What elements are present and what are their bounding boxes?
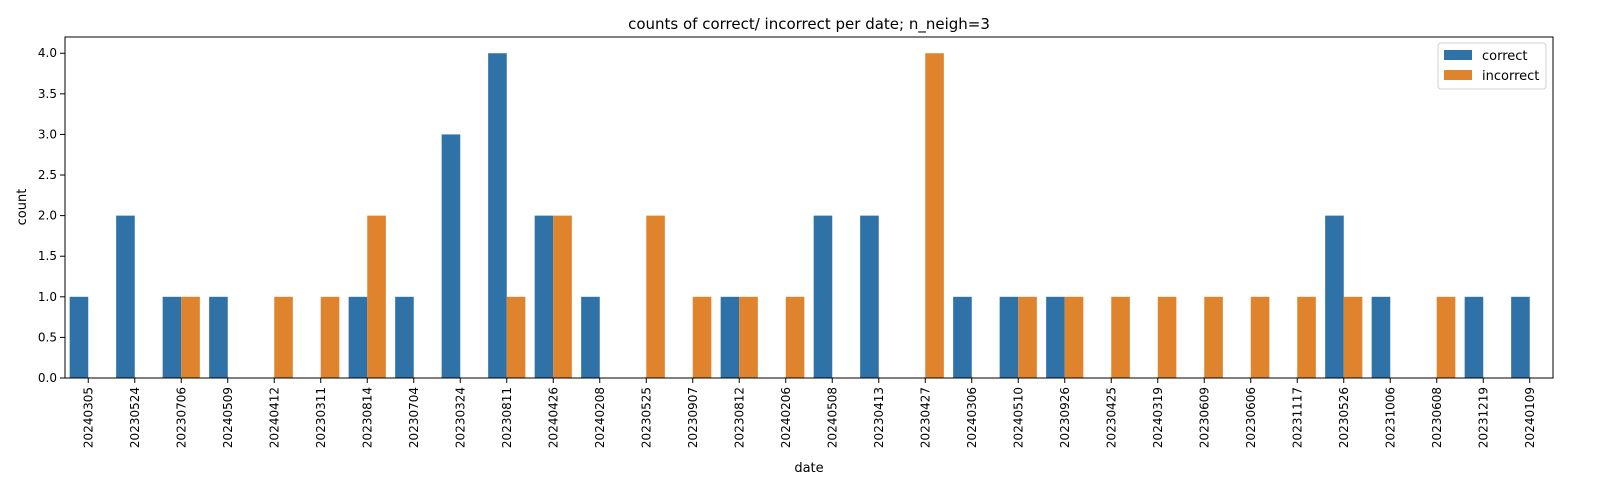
bar-incorrect-20231117 [1297, 296, 1316, 378]
bar-correct-20240509 [209, 296, 228, 378]
y-tick-label: 3.5 [38, 87, 57, 101]
y-tick-label: 2.0 [38, 209, 57, 223]
x-tick-label: 20230926 [1058, 387, 1072, 448]
bar-correct-20230814 [348, 296, 368, 378]
bar-correct-20230524 [116, 215, 135, 378]
bar-incorrect-20230907 [692, 296, 712, 378]
x-tick-label: 20230525 [639, 387, 653, 448]
x-tick-label: 20230907 [686, 387, 700, 448]
bar-incorrect-20230425 [1111, 296, 1130, 378]
x-tick-label: 20230608 [1430, 387, 1444, 448]
y-tick-label: 3.0 [38, 127, 57, 141]
x-tick-label: 20240306 [965, 387, 979, 448]
bar-incorrect-20230606 [1250, 296, 1270, 378]
x-tick-label: 20230324 [453, 387, 467, 448]
chart-title: counts of correct/ incorrect per date; n… [628, 15, 990, 34]
bar-incorrect-20230706 [181, 296, 200, 378]
bar-correct-20240109 [1511, 296, 1530, 378]
bar-incorrect-20230814 [367, 215, 386, 378]
bar-incorrect-20240206 [785, 296, 805, 378]
x-tick-label: 20231117 [1290, 387, 1304, 448]
x-axis-label: date [794, 461, 823, 476]
y-axis: 0.0 0.5 1.0 1.5 2.0 2.5 3.0 3.5 4.0 [38, 46, 65, 385]
x-tick-label: 20230427 [918, 387, 932, 448]
x-tick-label: 20230425 [1104, 387, 1118, 448]
legend-label-correct: correct [1482, 49, 1528, 64]
bar-incorrect-20230609 [1204, 296, 1223, 378]
x-tick-label: 20240319 [1151, 387, 1165, 448]
bar-correct-20230526 [1325, 215, 1344, 378]
x-tick-label: 20230814 [360, 387, 374, 448]
plot-frame [64, 36, 1554, 379]
bar-incorrect-20230811 [506, 296, 526, 378]
x-tick-label: 20230311 [314, 387, 328, 448]
legend-swatch-incorrect [1444, 70, 1472, 80]
bar-correct-20240508 [813, 215, 833, 378]
bar-incorrect-20240426 [553, 215, 572, 378]
x-tick-label: 20240208 [593, 387, 607, 448]
bar-incorrect-20230311 [320, 296, 340, 378]
bar-correct-20240510 [999, 296, 1019, 378]
bar-incorrect-20240319 [1157, 296, 1177, 378]
bar-correct-20240208 [581, 296, 600, 378]
bar-correct-20240426 [534, 215, 554, 378]
bar-incorrect-20230812 [739, 296, 758, 378]
x-tick-label: 20230524 [128, 387, 142, 448]
x-tick-label: 20230812 [732, 387, 746, 448]
y-axis-label: count [15, 189, 30, 226]
bar-correct-20230324 [441, 134, 461, 378]
bar-correct-20231006 [1371, 296, 1391, 378]
y-tick-label: 0.5 [38, 330, 57, 344]
x-tick-label: 20230526 [1337, 387, 1351, 448]
bar-correct-20230704 [395, 296, 414, 378]
bar-incorrect-20230427 [925, 53, 944, 379]
bar-correct-20230812 [720, 296, 740, 378]
y-tick-label: 4.0 [38, 46, 57, 60]
x-tick-label: 20230706 [174, 387, 188, 448]
bar-correct-20240305 [69, 296, 89, 378]
x-tick-label: 20231006 [1383, 387, 1397, 448]
y-tick-label: 1.5 [38, 249, 57, 263]
x-axis: 20240305 20230524 20230706 20240509 20240412… [81, 378, 1537, 448]
x-tick-label: 20240509 [221, 387, 235, 448]
x-tick-label: 20230606 [1244, 387, 1258, 448]
x-tick-label: 20240508 [825, 387, 839, 448]
bar-correct-20231219 [1464, 296, 1484, 378]
bars [69, 53, 1530, 379]
legend-label-incorrect: incorrect [1482, 69, 1539, 84]
bar-incorrect-20230526 [1343, 296, 1363, 378]
x-tick-label: 20240305 [81, 387, 95, 448]
bar-correct-20230413 [860, 215, 879, 378]
x-tick-label: 20231219 [1476, 387, 1490, 448]
bar-incorrect-20230525 [646, 215, 665, 378]
y-tick-label: 0.0 [38, 371, 57, 385]
bar-correct-20230811 [488, 53, 507, 379]
bar-correct-20230926 [1046, 296, 1065, 378]
bar-incorrect-20230608 [1436, 296, 1456, 378]
x-tick-label: 20240206 [779, 387, 793, 448]
x-tick-label: 20240510 [1011, 387, 1025, 448]
x-tick-label: 20240109 [1523, 387, 1537, 448]
x-tick-label: 20230811 [500, 387, 514, 448]
x-tick-label: 20240412 [267, 387, 281, 448]
x-tick-label: 20230609 [1197, 387, 1211, 448]
x-tick-label: 20230704 [407, 387, 421, 448]
x-tick-label: 20230413 [872, 387, 886, 448]
bar-incorrect-20240412 [274, 296, 293, 378]
bar-incorrect-20240510 [1018, 296, 1037, 378]
bar-correct-20240306 [953, 296, 972, 378]
y-tick-label: 2.5 [38, 168, 57, 182]
legend-swatch-correct [1444, 50, 1472, 60]
legend: correct incorrect [1437, 42, 1547, 90]
bar-correct-20230706 [162, 296, 182, 378]
bar-incorrect-20230926 [1064, 296, 1084, 378]
y-tick-label: 1.0 [38, 290, 57, 304]
x-tick-label: 20240426 [546, 387, 560, 448]
